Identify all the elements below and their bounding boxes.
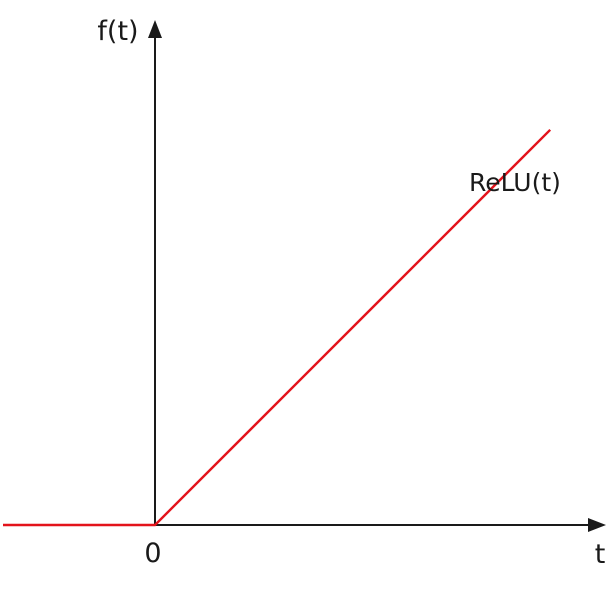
y-axis-arrowhead — [148, 20, 162, 38]
y-axis-label: f(t) — [97, 16, 138, 47]
series-label-relu: ReLU(t) — [469, 168, 561, 197]
x-axis-arrowhead — [588, 518, 606, 532]
origin-tick-label: 0 — [144, 538, 161, 569]
x-axis-label: t — [595, 539, 606, 570]
